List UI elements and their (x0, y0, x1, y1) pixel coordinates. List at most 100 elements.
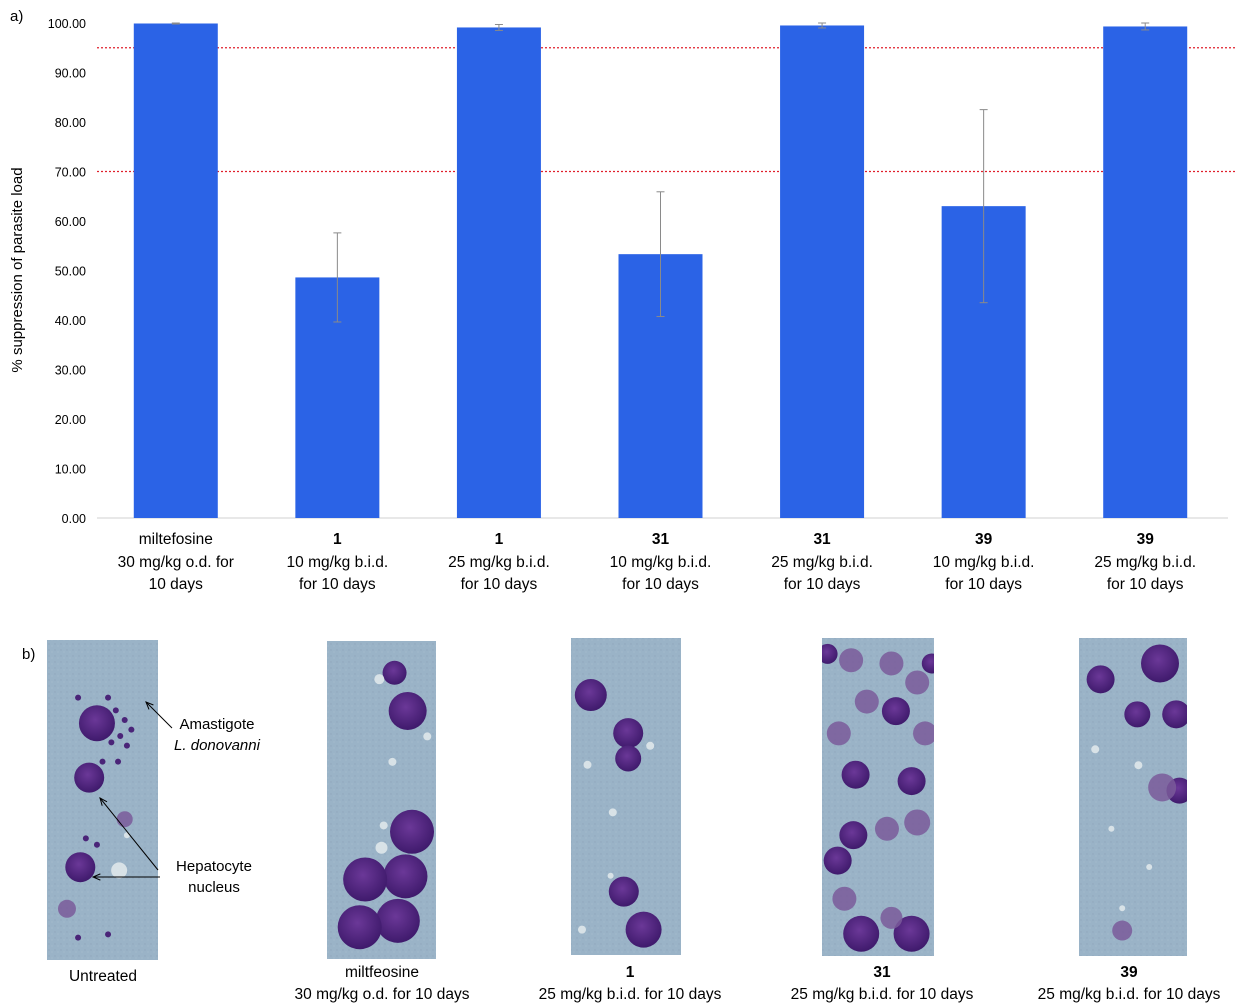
cell-nucleus (574, 679, 607, 712)
micrograph-compound-1 (571, 638, 681, 955)
cell-body (913, 721, 934, 746)
bar-chart: 0.00 10.00 20.00 30.00 40.00 50.00 60.00 70.00 8… (9, 17, 1236, 593)
x-tick-dose: 25 mg/kg b.i.d. (448, 554, 550, 571)
caption-compound-1: 1 25 mg/kg b.i.d. for 10 days (538, 964, 722, 1003)
x-tick-dose: 25 mg/kg b.i.d. (771, 554, 873, 571)
cell-body (832, 886, 857, 911)
x-tick-dose: 10 mg/kg b.i.d. (933, 554, 1035, 571)
cell-nucleus (897, 767, 926, 796)
cell-nucleus (893, 915, 930, 952)
cell-nucleus (613, 718, 644, 749)
hepatocyte-label: Hepatocyte nucleus (176, 858, 252, 896)
x-tick-duration: for 10 days (1107, 576, 1184, 593)
x-tick-compound: 1 (333, 531, 342, 548)
amastigote (112, 707, 119, 714)
cell-nucleus (1141, 644, 1179, 683)
amastigote (99, 758, 106, 765)
cell-nucleus (78, 705, 115, 742)
x-tick-compound: 39 (975, 531, 993, 548)
amastigote (123, 742, 130, 749)
y-tick-label: 40.00 (55, 314, 86, 328)
cell-nucleus (843, 915, 880, 952)
cell-nucleus (390, 809, 435, 854)
cell-nucleus (881, 697, 910, 726)
cell-body (874, 816, 899, 841)
x-tick-duration: for 10 days (622, 576, 699, 593)
amastigote (128, 726, 135, 733)
y-axis: 0.00 10.00 20.00 30.00 40.00 50.00 60.00 70.00 8… (48, 17, 1228, 526)
cell-nucleus (74, 762, 105, 793)
cell-nucleus (1086, 665, 1115, 694)
amastigote (105, 931, 112, 938)
cell-body (423, 732, 432, 741)
y-tick-label: 20.00 (55, 413, 86, 427)
cell-nucleus (822, 643, 838, 664)
cell-body (388, 757, 397, 766)
x-tick-duration: for 10 days (784, 576, 861, 593)
cell-body (1148, 773, 1177, 802)
bar (780, 25, 865, 518)
y-tick-label: 60.00 (55, 215, 86, 229)
micrograph-miltefosine (327, 641, 436, 959)
cell-body (583, 760, 592, 769)
y-tick-label: 50.00 (55, 265, 86, 279)
cell-body (880, 906, 903, 929)
cell-body (375, 841, 388, 854)
cell-body (839, 648, 864, 673)
x-tick-duration: for 10 days (299, 576, 376, 593)
cell-body (646, 741, 655, 750)
x-tick-dose: 10 mg/kg b.i.d. (610, 554, 712, 571)
bar (456, 27, 541, 519)
cell-body (1134, 761, 1143, 770)
cell-nucleus (65, 852, 96, 883)
x-tick-compound: 39 (1137, 531, 1155, 548)
arrow-head (145, 701, 154, 710)
caption-untreated: Untreated (68, 968, 138, 985)
cell-nucleus (839, 821, 868, 850)
micrograph-untreated (47, 640, 158, 960)
x-tick-dose: 25 mg/kg b.i.d. (1094, 554, 1196, 571)
cell-body (1091, 745, 1100, 754)
cell-nucleus (375, 898, 420, 943)
amastigote (108, 739, 115, 746)
cell-nucleus (1162, 700, 1187, 729)
bar (133, 23, 218, 519)
caption-compound-31: 31 25 mg/kg b.i.d. for 10 days (790, 964, 974, 1003)
cell-nucleus (382, 660, 407, 685)
arrow-head (99, 797, 108, 806)
cell-body (1146, 863, 1153, 870)
cell-body (578, 925, 586, 934)
arrow-head (91, 873, 101, 881)
cell-nucleus (383, 854, 428, 899)
amastigote (105, 694, 112, 701)
panel-label-a: a) (10, 8, 24, 25)
amastigote (117, 733, 124, 739)
cell-nucleus (921, 653, 934, 674)
caption-miltefosine: miltfeosine 30 mg/kg o.d. for 10 days (294, 964, 470, 1003)
annotation-arrow (145, 701, 173, 729)
x-tick-compound: 31 (813, 531, 831, 548)
x-tick-dose: 10 mg/kg b.i.d. (287, 554, 389, 571)
cell-nucleus (823, 846, 852, 875)
x-tick-compound: 1 (495, 531, 504, 548)
y-tick-label: 70.00 (55, 166, 86, 180)
y-axis-title: % suppression of parasite load (9, 167, 26, 372)
cell-body (854, 689, 879, 714)
amastigote (121, 717, 128, 723)
x-tick-dose: 30 mg/kg o.d. for (118, 554, 234, 571)
x-tick-compound: miltefosine (139, 531, 213, 548)
cell-body (905, 670, 930, 695)
reference-lines (97, 47, 1236, 173)
x-tick-duration: for 10 days (945, 576, 1022, 593)
cell-body (826, 721, 851, 746)
caption-compound-39: 39 25 mg/kg b.i.d. for 10 days (1037, 964, 1221, 1003)
cell-nucleus (608, 876, 639, 907)
cell-nucleus (388, 691, 427, 730)
cell-body (57, 899, 76, 918)
cell-body (879, 651, 904, 676)
cell-nucleus (625, 911, 662, 948)
cell-body (608, 808, 617, 817)
cell-nucleus (1124, 701, 1151, 728)
